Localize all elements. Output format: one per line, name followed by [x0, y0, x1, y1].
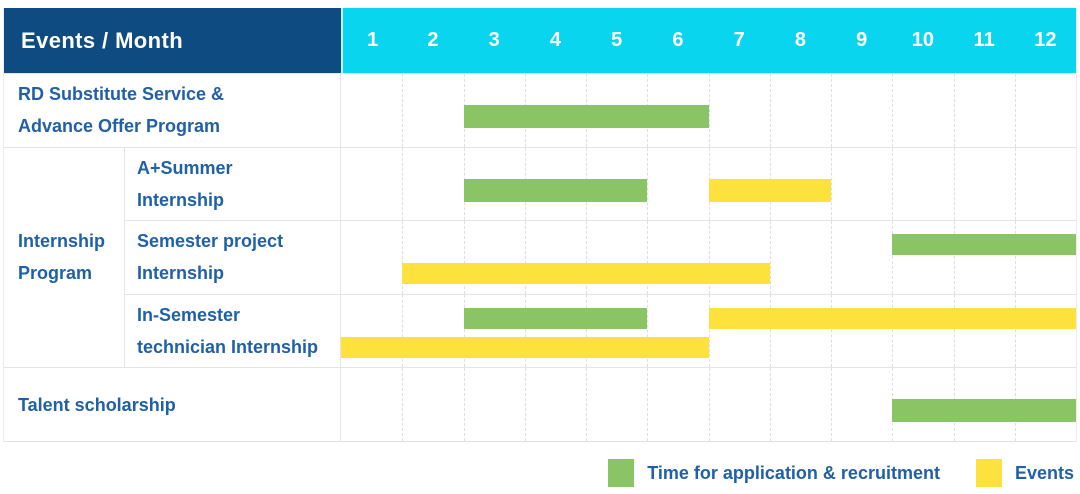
chart-row-in-semester-technician-internship	[341, 293, 1076, 368]
month-gridline	[402, 74, 404, 147]
month-gridline	[708, 368, 710, 441]
month-gridline	[769, 368, 771, 441]
chart-row-talent-scholarship	[341, 367, 1076, 441]
row-label-rd-substitute: RD Substitute Service & Advance Offer Pr…	[4, 73, 341, 147]
month-gridline	[586, 368, 587, 441]
month-gridline	[892, 74, 894, 147]
month-gridline	[892, 294, 894, 368]
month-gridline	[831, 368, 832, 441]
month-gridline	[769, 221, 771, 294]
month-header-9: 9	[831, 8, 893, 73]
chart-row-semester-project-internship	[341, 220, 1076, 294]
legend-label-application-recruitment: Time for application & recruitment	[647, 462, 940, 483]
month-gridline	[953, 147, 955, 221]
header-title-text: Events / Month	[21, 27, 184, 53]
month-gridline	[524, 368, 526, 441]
month-gridline	[1014, 294, 1016, 368]
month-gridline	[831, 74, 832, 147]
month-gridline	[708, 294, 710, 368]
month-header-7: 7	[708, 8, 770, 73]
month-gridline	[953, 221, 955, 294]
month-gridline	[708, 74, 710, 147]
month-gridline	[402, 368, 404, 441]
month-gridline	[953, 74, 955, 147]
month-gridline	[1014, 147, 1016, 221]
month-gridline	[769, 294, 771, 368]
month-gridline	[831, 147, 832, 221]
yellow-swatch-icon	[975, 459, 1002, 487]
green-swatch-icon	[608, 459, 635, 487]
month-gridline	[402, 147, 404, 221]
chart-row-a-summer-internship	[341, 146, 1076, 221]
gantt-bar-yellow-m1-m6	[341, 336, 709, 358]
legend-label-events: Events	[1014, 462, 1074, 483]
month-header-12: 12	[1014, 8, 1076, 73]
month-gridline	[463, 368, 465, 441]
gantt-bar-green-m10-m12	[892, 399, 1076, 423]
month-gridline	[1014, 221, 1016, 294]
month-header-6: 6	[647, 8, 709, 73]
legend-item-application-recruitment: Time for application & recruitment	[608, 459, 940, 487]
month-gridline	[892, 147, 894, 221]
month-gridline	[953, 294, 955, 368]
month-gridline	[892, 221, 894, 294]
gantt-bar-yellow-m7-m8	[708, 178, 831, 202]
row-label-semester-project-internship: Semester project Internship	[125, 220, 341, 294]
legend-item-events: Events	[975, 459, 1074, 487]
month-header-8: 8	[769, 8, 831, 73]
row-label-a-summer-internship: A+Summer Internship	[125, 146, 341, 221]
row-label-in-semester-technician-internship: In-Semester technician Internship	[125, 293, 341, 368]
gantt-bar-green-m3-m5	[463, 178, 648, 202]
month-header-11: 11	[953, 8, 1015, 73]
month-header-5: 5	[586, 8, 648, 73]
gantt-bar-green-m10-m12	[892, 234, 1076, 256]
month-gridline	[647, 368, 649, 441]
month-header-4: 4	[524, 8, 586, 73]
month-header-10: 10	[892, 8, 954, 73]
month-gridline	[831, 294, 832, 368]
month-gridline	[1014, 74, 1016, 147]
gantt-bar-green-m3-m5	[463, 307, 648, 329]
month-header-3: 3	[463, 8, 525, 73]
month-gridline	[831, 221, 832, 294]
row-label-talent-scholarship: Talent scholarship	[4, 367, 341, 441]
chart-row-rd-substitute	[341, 73, 1076, 147]
month-gridline	[647, 147, 649, 221]
group-label-internship-program: Internship Program	[4, 146, 125, 368]
month-header-2: 2	[402, 8, 464, 73]
events-month-table: Events / Month RD Substitute Service & A…	[3, 8, 1077, 442]
gantt-bar-green-m3-m6	[463, 105, 709, 128]
legend: Time for application & recruitment Event…	[608, 458, 1074, 488]
gantt-bar-yellow-m2-m7	[402, 263, 770, 285]
month-header-1: 1	[341, 8, 403, 73]
gantt-bar-yellow-m7-m12	[708, 307, 1076, 329]
month-gridline	[769, 74, 771, 147]
table-header-title: Events / Month	[4, 8, 341, 73]
